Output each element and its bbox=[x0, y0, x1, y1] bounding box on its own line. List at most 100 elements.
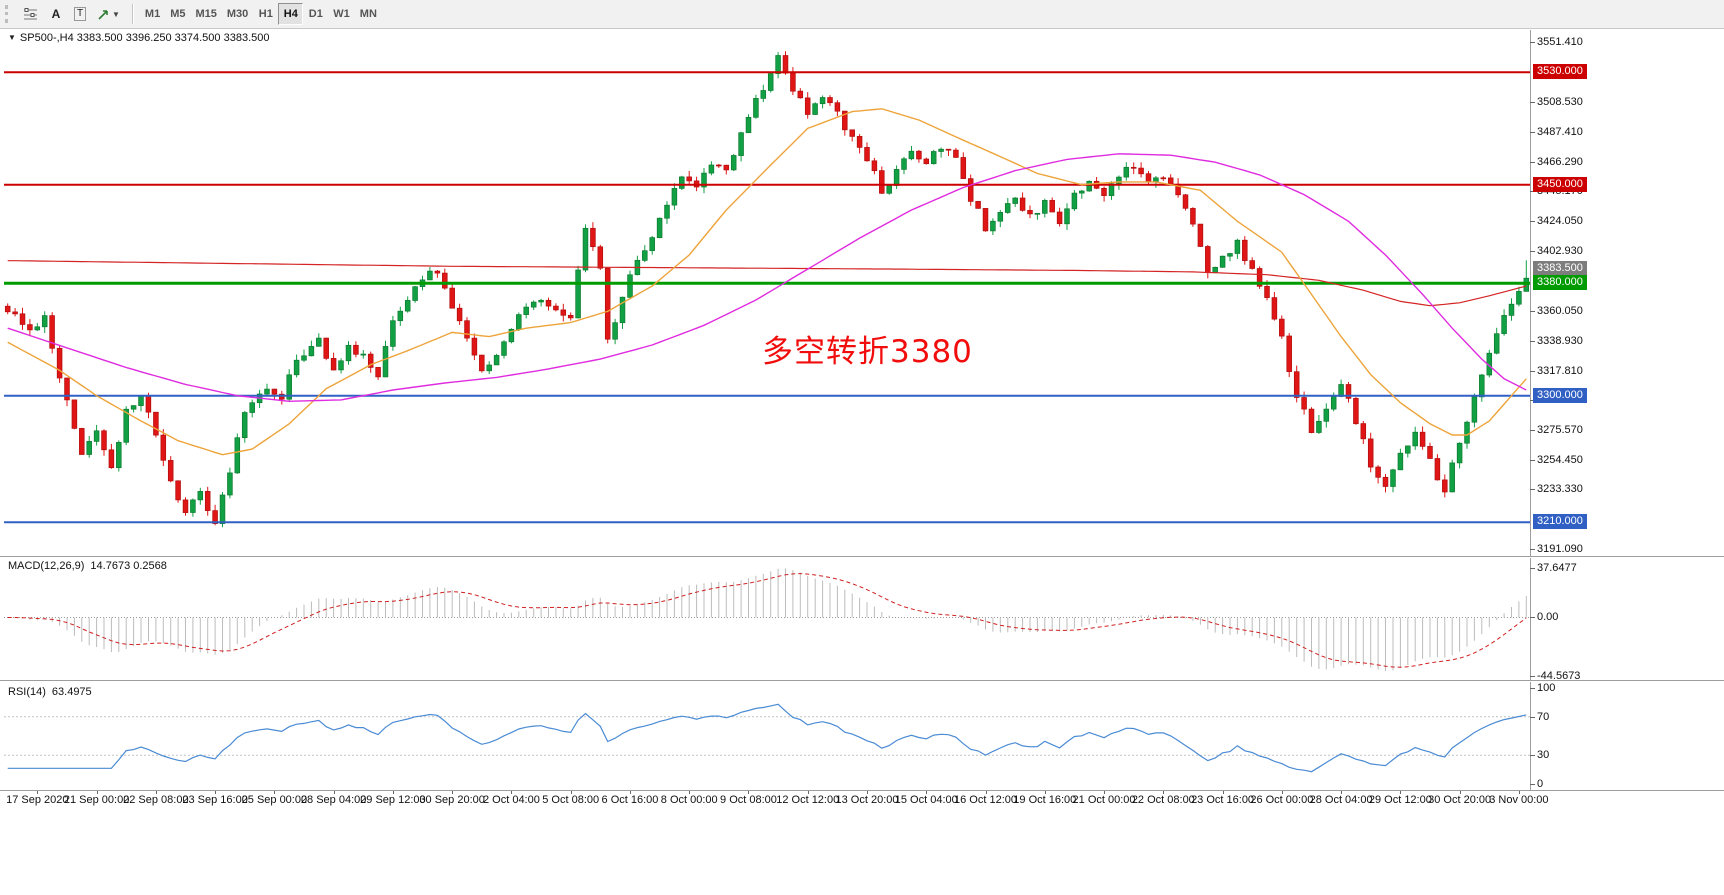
candle-body bbox=[738, 132, 744, 156]
macd-pane[interactable] bbox=[4, 558, 1530, 680]
macd-axis-tick bbox=[1530, 676, 1535, 677]
candle-body bbox=[479, 354, 485, 372]
rsi-line bbox=[7, 703, 1527, 773]
annotation-text[interactable]: 多空转折3380 bbox=[762, 334, 973, 370]
timeframe-button-m5[interactable]: M5 bbox=[165, 3, 190, 25]
date-axis-tick bbox=[689, 790, 690, 794]
candle-body bbox=[612, 322, 618, 340]
timeframe-button-m15[interactable]: M15 bbox=[190, 3, 221, 25]
candle-body bbox=[286, 374, 292, 400]
candle-body bbox=[619, 296, 626, 324]
candle-body bbox=[1012, 197, 1018, 204]
candle-body bbox=[730, 155, 737, 171]
candle-body bbox=[1086, 180, 1092, 192]
candle-body bbox=[175, 480, 181, 501]
toolbar-gripper[interactable] bbox=[5, 5, 12, 23]
candle-body bbox=[1123, 166, 1130, 178]
candle-body bbox=[982, 208, 989, 232]
candle-body bbox=[804, 97, 811, 115]
timeframe-button-m30[interactable]: M30 bbox=[222, 3, 253, 25]
rsi-label: RSI(14) 63.4975 bbox=[8, 686, 92, 698]
candle-body bbox=[1279, 318, 1285, 337]
text-label-tool-button[interactable]: A bbox=[44, 3, 68, 25]
candle-body bbox=[1042, 200, 1048, 214]
rsi-scale-label: 100 bbox=[1537, 682, 1556, 694]
candle-body bbox=[1449, 462, 1455, 493]
candle-body bbox=[1101, 187, 1107, 196]
candle-body bbox=[1227, 253, 1233, 257]
candle-body bbox=[908, 150, 915, 160]
pane-separator[interactable] bbox=[0, 556, 1724, 557]
candle-body bbox=[390, 320, 396, 347]
price-tick-label: 3424.050 bbox=[1537, 215, 1583, 228]
candle-body bbox=[130, 405, 137, 410]
candle-body bbox=[916, 150, 922, 160]
candle-body bbox=[930, 151, 937, 165]
candle-body bbox=[338, 360, 344, 371]
candle-body bbox=[545, 299, 552, 307]
timeframe-button-m1[interactable]: M1 bbox=[140, 3, 165, 25]
candle-body bbox=[671, 188, 678, 206]
candle-body bbox=[760, 90, 767, 99]
candle-body bbox=[1442, 479, 1448, 493]
candle-body bbox=[308, 346, 315, 357]
candle-body bbox=[967, 178, 974, 202]
candle-body bbox=[301, 355, 307, 361]
candle-body bbox=[86, 441, 92, 455]
price-axis-tick bbox=[1530, 489, 1535, 491]
candle-body bbox=[330, 358, 337, 371]
price-tick-label: 3508.530 bbox=[1537, 96, 1583, 109]
candle-body bbox=[567, 314, 574, 319]
candle-body bbox=[1205, 246, 1211, 274]
candle-body bbox=[1027, 210, 1033, 215]
price-tick-label: 3360.050 bbox=[1537, 305, 1583, 318]
text-tool-button[interactable]: T bbox=[68, 3, 92, 25]
candle-body bbox=[508, 328, 515, 343]
timeframe-button-d1[interactable]: D1 bbox=[303, 3, 328, 25]
candle-body bbox=[1397, 452, 1404, 471]
candle-body bbox=[812, 103, 818, 115]
price-pane[interactable] bbox=[4, 30, 1530, 556]
candle-body bbox=[523, 306, 529, 315]
candle-body bbox=[590, 227, 596, 248]
date-label: 6 Oct 16:00 bbox=[601, 794, 659, 806]
candle-body bbox=[1234, 239, 1241, 254]
rsi-pane[interactable] bbox=[4, 684, 1530, 788]
macd-histogram bbox=[14, 568, 1527, 671]
price-tick-label: 3487.410 bbox=[1537, 126, 1583, 139]
candle-body bbox=[1353, 398, 1359, 425]
timeframe-button-w1[interactable]: W1 bbox=[328, 3, 355, 25]
pane-separator[interactable] bbox=[0, 557, 1724, 558]
candle-body bbox=[827, 97, 833, 104]
symbol-dropdown-icon[interactable]: ▼ bbox=[8, 33, 16, 42]
timeframe-button-h1[interactable]: H1 bbox=[253, 3, 278, 25]
line-studies-button[interactable] bbox=[18, 3, 44, 25]
price-axis-tick bbox=[1530, 430, 1535, 432]
candle-body bbox=[1145, 173, 1152, 182]
date-axis-tick bbox=[452, 790, 453, 794]
candle-body bbox=[4, 305, 11, 313]
ma-slow-magenta-line bbox=[7, 153, 1527, 403]
pane-separator[interactable] bbox=[0, 680, 1724, 681]
date-label: 23 Sep 16:00 bbox=[182, 794, 248, 806]
arrows-tool-button[interactable]: ▼ bbox=[92, 3, 125, 25]
candle-body bbox=[1367, 438, 1374, 468]
price-axis-tick bbox=[1530, 250, 1535, 252]
date-label: 29 Sep 12:00 bbox=[360, 794, 426, 806]
candle-body bbox=[1130, 166, 1137, 169]
candle-body bbox=[997, 212, 1004, 222]
pane-separator[interactable] bbox=[0, 681, 1724, 682]
candle-body bbox=[1004, 203, 1011, 213]
timeframe-button-h4[interactable]: H4 bbox=[278, 3, 304, 25]
price-tick-label: 3254.450 bbox=[1537, 453, 1583, 466]
pane-separator[interactable] bbox=[0, 790, 1724, 791]
chart-title-text: SP500-,H4 3383.500 3396.250 3374.500 338… bbox=[19, 32, 270, 44]
candle-body bbox=[775, 55, 781, 74]
chart-window[interactable]: ▼ SP500-,H4 3383.500 3396.250 3374.500 33… bbox=[0, 28, 1724, 895]
timeframe-button-mn[interactable]: MN bbox=[355, 3, 382, 25]
candle-body bbox=[686, 176, 692, 182]
line-studies-icon bbox=[24, 8, 37, 20]
date-axis-tick bbox=[748, 790, 749, 794]
macd-scale-label: -44.5673 bbox=[1537, 670, 1581, 682]
